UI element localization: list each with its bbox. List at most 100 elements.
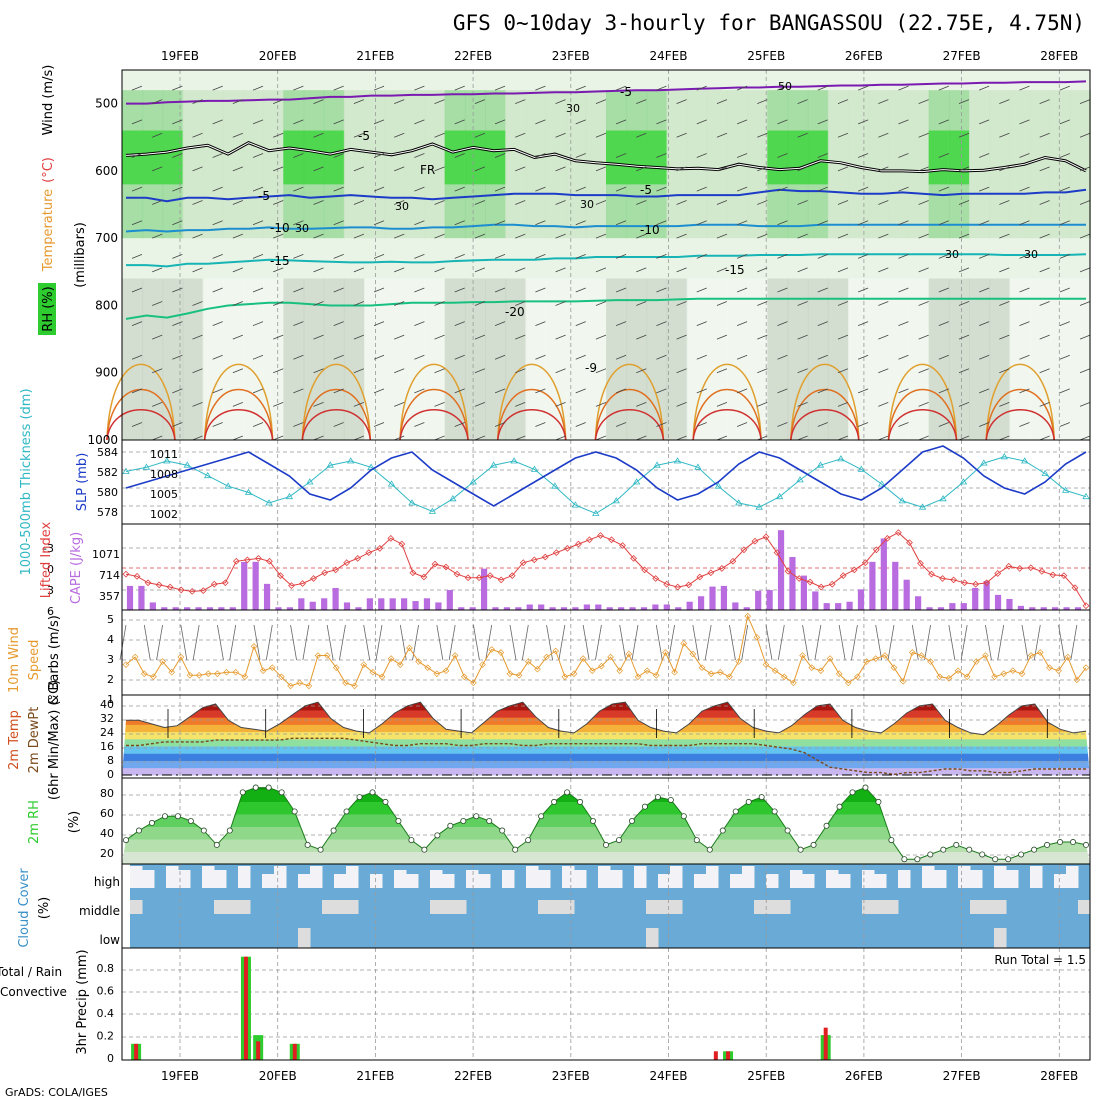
wind-barb (696, 119, 707, 125)
wind-marker (716, 668, 724, 676)
thickness-marker (898, 497, 906, 504)
rh-band-core (626, 130, 648, 185)
wind-marker (534, 665, 541, 673)
wind-barb (454, 354, 465, 360)
cape-bar (309, 601, 316, 610)
lifted-marker (795, 575, 803, 582)
rh-marker (719, 827, 726, 834)
wind-barb (394, 435, 405, 441)
wind-marker (131, 653, 139, 661)
rh-marker (784, 827, 791, 834)
cape-bar (446, 590, 453, 610)
cape-bar (423, 598, 431, 610)
wind-barb (252, 186, 264, 192)
rh-marker (148, 819, 155, 826)
wind-barb (878, 99, 889, 105)
contour-label: FR (420, 163, 435, 177)
wind-barb (232, 200, 243, 205)
wind-barb (938, 186, 949, 192)
contour-label: -15 (725, 263, 745, 277)
rh-marker (875, 798, 882, 805)
rh-marker (603, 841, 610, 848)
wind-barb (192, 368, 203, 374)
cloud-mid-cell (658, 900, 671, 914)
wind-barb (777, 85, 788, 91)
wind-barb (394, 334, 405, 340)
wind-barb (152, 435, 163, 441)
wind-barb (1039, 368, 1050, 374)
lifted-marker (994, 570, 1002, 577)
precip-tick: 0 (107, 1052, 114, 1065)
wind-barb (293, 354, 304, 360)
temp-band (122, 723, 1090, 733)
wind-barb (515, 166, 526, 172)
thickness-marker (203, 471, 212, 479)
wind-marker (278, 673, 285, 681)
wind-barb (918, 200, 929, 205)
cape-bar (732, 602, 739, 610)
wind-barb (494, 153, 506, 158)
wind-barb (958, 334, 970, 340)
wind-barb (777, 388, 788, 394)
wind-barb (515, 267, 526, 273)
wind-barb (394, 368, 405, 374)
wind-barb (837, 200, 849, 205)
wind-barb (313, 267, 324, 273)
cloud-axis-label: Cloud Cover (17, 868, 32, 948)
wind-barb (736, 354, 748, 360)
wind-marker (497, 649, 505, 656)
cape-bar (903, 579, 910, 610)
rh-band-low (948, 278, 970, 440)
wind-barb (615, 287, 627, 293)
wind-barb (313, 301, 324, 306)
lifted-marker (199, 587, 207, 595)
wind-marker (918, 652, 925, 659)
wind-marker (762, 661, 770, 668)
cape-bar (835, 603, 842, 610)
wind-barb (1079, 435, 1091, 441)
lifted-marker (895, 529, 902, 536)
rh-marker (745, 798, 752, 805)
thickness-marker (918, 503, 927, 510)
wind-barb-10m (595, 624, 602, 661)
wind-barb (313, 200, 324, 205)
rh-contour-label: 50 (778, 80, 792, 93)
temp-band (122, 738, 1090, 747)
wind-barb (131, 422, 143, 427)
cloud-high-cell (994, 866, 1007, 888)
wind-barb (515, 233, 526, 239)
wind-barb (1059, 119, 1070, 125)
wind-marker (570, 670, 578, 678)
wind-barb (273, 368, 284, 374)
rh-band-mid (969, 90, 991, 239)
wind-marker (296, 679, 304, 687)
wind-axis-label: Wind (m/s) (41, 65, 56, 136)
wind-barb (736, 253, 748, 259)
rh-marker (953, 841, 960, 848)
wind-barb (757, 233, 768, 239)
wind-tick: 1 (107, 693, 114, 706)
wind-marker (854, 673, 861, 681)
wind-barb-10m (180, 624, 188, 661)
wind-barb (898, 220, 909, 226)
cloud-mid-cell (778, 900, 791, 914)
wind-barb (131, 354, 143, 360)
wind-barb (172, 153, 183, 158)
rh-band (122, 789, 1090, 802)
wind-marker (122, 661, 130, 668)
wind-barb (696, 220, 707, 226)
precip-tick: 0.6 (97, 985, 115, 998)
wind-barb (837, 301, 849, 306)
wind-barb (817, 287, 828, 293)
wind-barb (373, 253, 385, 259)
wind-barb (1019, 287, 1030, 293)
wind-barb (1059, 388, 1070, 394)
cape-tick: 357 (99, 590, 120, 603)
wind-barb (656, 287, 667, 293)
bottom-date-label: 24FEB (650, 1069, 688, 1083)
wind-barb (736, 287, 748, 293)
wind-barb (918, 233, 929, 239)
wind-barb (454, 153, 465, 158)
wind-barb-10m (655, 624, 663, 661)
cloud-high-cell (262, 874, 275, 888)
